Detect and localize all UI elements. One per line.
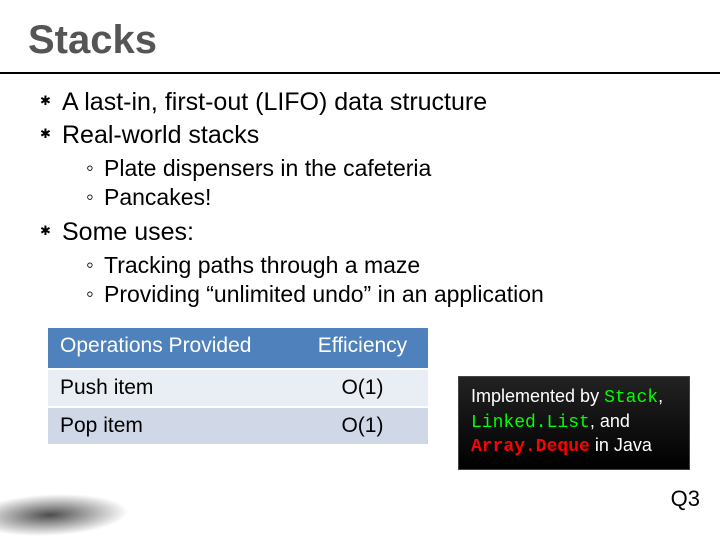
note-text: Implemented by bbox=[471, 386, 604, 406]
sub-bullet-item: Pancakes! bbox=[86, 183, 692, 213]
bullet-text: A last-in, first-out (LIFO) data structu… bbox=[62, 88, 487, 116]
table-cell-eff: O(1) bbox=[297, 369, 428, 407]
page-footer: Q3 bbox=[671, 486, 700, 512]
sub-bullet-list: Tracking paths through a maze Providing … bbox=[62, 251, 692, 311]
table-cell-op: Push item bbox=[48, 369, 297, 407]
note-text: , and bbox=[590, 411, 630, 431]
bullet-item: A last-in, first-out (LIFO) data structu… bbox=[40, 87, 692, 118]
code-arraydeque: Array.Deque bbox=[471, 437, 590, 457]
sub-bullet-item: Providing “unlimited undo” in an applica… bbox=[86, 280, 692, 310]
implementation-note: Implemented by Stack, Linked.List, and A… bbox=[458, 376, 690, 470]
bullet-list: A last-in, first-out (LIFO) data structu… bbox=[28, 87, 692, 310]
operations-table: Operations Provided Efficiency Push item… bbox=[48, 328, 428, 444]
slide: Stacks A last-in, first-out (LIFO) data … bbox=[0, 0, 720, 540]
sub-bullet-text: Providing “unlimited undo” in an applica… bbox=[104, 281, 544, 307]
sub-bullet-item: Tracking paths through a maze bbox=[86, 251, 692, 281]
table-header-eff: Efficiency bbox=[297, 328, 428, 369]
title-underline bbox=[0, 72, 720, 74]
sub-bullet-list: Plate dispensers in the cafeteria Pancak… bbox=[62, 154, 692, 214]
slide-title: Stacks bbox=[28, 18, 692, 63]
sub-bullet-text: Plate dispensers in the cafeteria bbox=[104, 155, 431, 181]
sub-bullet-text: Pancakes! bbox=[104, 184, 211, 210]
table-header-ops: Operations Provided bbox=[48, 328, 297, 369]
table-header-row: Operations Provided Efficiency bbox=[48, 328, 428, 369]
code-stack: Stack bbox=[604, 388, 658, 408]
sub-bullet-text: Tracking paths through a maze bbox=[104, 252, 420, 278]
bullet-item: Some uses: Tracking paths through a maze… bbox=[40, 217, 692, 310]
note-text: in Java bbox=[590, 435, 652, 455]
decorative-shadow bbox=[0, 480, 180, 540]
bullet-item: Real-world stacks Plate dispensers in th… bbox=[40, 120, 692, 213]
table-row: Push item O(1) bbox=[48, 369, 428, 407]
bullet-text: Real-world stacks bbox=[62, 121, 259, 149]
sub-bullet-item: Plate dispensers in the cafeteria bbox=[86, 154, 692, 184]
note-text: , bbox=[658, 386, 663, 406]
bullet-text: Some uses: bbox=[62, 218, 194, 246]
code-linkedlist: Linked.List bbox=[471, 413, 590, 433]
table-cell-eff: O(1) bbox=[297, 407, 428, 444]
table-row: Pop item O(1) bbox=[48, 407, 428, 444]
table-cell-op: Pop item bbox=[48, 407, 297, 444]
